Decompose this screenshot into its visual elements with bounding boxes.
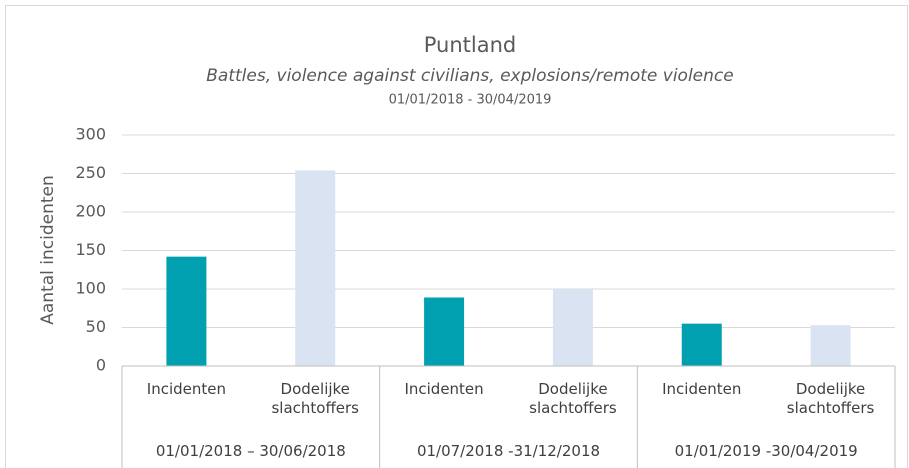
y-tick-label: 50	[86, 317, 106, 336]
x-tick-label: Incidenten	[146, 380, 227, 398]
chart-title: Puntland	[424, 33, 517, 57]
y-tick-label: 250	[75, 163, 106, 182]
x-tick-label: Incidenten	[404, 380, 484, 398]
x-tick-label: Dodelijke slachtoffers	[271, 380, 360, 417]
bar	[810, 325, 851, 366]
x-tick-label: Incidenten	[662, 380, 742, 398]
y-tick-label: 0	[96, 356, 106, 375]
bar	[166, 256, 207, 366]
y-axis-label: Aantal incidenten	[38, 175, 58, 325]
bar	[424, 297, 465, 366]
bar	[295, 170, 336, 366]
group-label: 01/01/2019 -30/04/2019	[674, 442, 858, 460]
y-tick-label: 200	[75, 202, 106, 221]
bar	[681, 323, 722, 366]
group-label: 01/01/2018 – 30/06/2018	[155, 442, 346, 460]
bar	[552, 289, 593, 366]
x-tick-label: Dodelijke slachtoffers	[529, 380, 617, 417]
chart-period: 01/01/2018 - 30/04/2019	[389, 93, 552, 108]
y-tick-label: 100	[75, 279, 106, 298]
y-tick-label: 150	[75, 240, 106, 259]
chart-border	[5, 5, 908, 468]
chart-subtitle: Battles, violence against civilians, exp…	[206, 66, 733, 86]
y-tick-label: 300	[75, 125, 106, 144]
x-tick-label: Dodelijke slachtoffers	[786, 380, 875, 417]
group-label: 01/07/2018 -31/12/2018	[416, 442, 601, 460]
